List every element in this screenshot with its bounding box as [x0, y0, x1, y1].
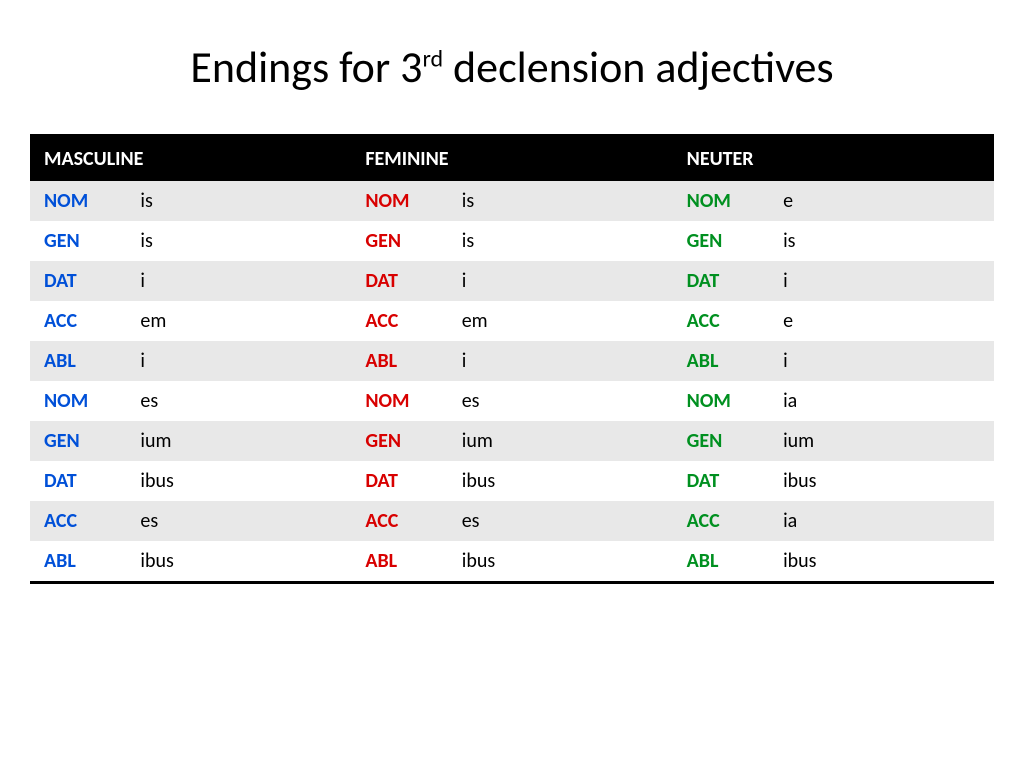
title-post: declension adjectives: [443, 40, 834, 94]
case-label: GEN: [351, 421, 447, 461]
ending-value: ium: [448, 421, 673, 461]
case-label: NOM: [30, 181, 126, 221]
case-label: NOM: [351, 181, 447, 221]
case-label: GEN: [673, 421, 769, 461]
table-row: NOMesNOMesNOMia: [30, 381, 994, 421]
case-label: DAT: [673, 461, 769, 501]
table-header-row: MASCULINE FEMININE NEUTER: [30, 137, 994, 181]
ending-value: is: [448, 181, 673, 221]
ending-value: ium: [126, 421, 351, 461]
case-label: GEN: [30, 421, 126, 461]
case-label: ABL: [351, 541, 447, 581]
table-row: GENisGENisGENis: [30, 221, 994, 261]
ending-value: i: [448, 341, 673, 381]
ending-value: em: [126, 301, 351, 341]
ending-value: is: [126, 221, 351, 261]
ending-value: is: [448, 221, 673, 261]
case-label: ACC: [30, 301, 126, 341]
case-label: NOM: [673, 381, 769, 421]
ending-value: ibus: [448, 461, 673, 501]
ending-value: ibus: [126, 541, 351, 581]
case-label: ACC: [351, 501, 447, 541]
case-label: DAT: [673, 261, 769, 301]
ending-value: is: [769, 221, 994, 261]
case-label: ACC: [351, 301, 447, 341]
ending-value: i: [126, 341, 351, 381]
table-row: NOMisNOMisNOMe: [30, 181, 994, 221]
table-row: DATibusDATibusDATibus: [30, 461, 994, 501]
case-label: GEN: [30, 221, 126, 261]
case-label: DAT: [30, 261, 126, 301]
ending-value: e: [769, 301, 994, 341]
title-sup: rd: [422, 44, 443, 73]
table-row: GENiumGENiumGENium: [30, 421, 994, 461]
ending-value: i: [769, 341, 994, 381]
case-label: ABL: [30, 341, 126, 381]
table-row: ABLiABLiABLi: [30, 341, 994, 381]
case-label: DAT: [351, 261, 447, 301]
ending-value: ibus: [448, 541, 673, 581]
ending-value: ibus: [769, 541, 994, 581]
page-title: Endings for 3rd declension adjectives: [30, 40, 994, 94]
case-label: DAT: [30, 461, 126, 501]
declension-table: MASCULINE FEMININE NEUTER NOMisNOMisNOMe…: [30, 134, 994, 584]
case-label: DAT: [351, 461, 447, 501]
ending-value: es: [126, 501, 351, 541]
case-label: ABL: [30, 541, 126, 581]
ending-value: i: [769, 261, 994, 301]
ending-value: e: [769, 181, 994, 221]
ending-value: ibus: [126, 461, 351, 501]
case-label: ACC: [30, 501, 126, 541]
case-label: ACC: [673, 501, 769, 541]
ending-value: ium: [769, 421, 994, 461]
case-label: ABL: [673, 341, 769, 381]
ending-value: em: [448, 301, 673, 341]
ending-value: is: [126, 181, 351, 221]
ending-value: ia: [769, 501, 994, 541]
col-neuter: NEUTER: [673, 137, 994, 181]
table-row: DATiDATiDATi: [30, 261, 994, 301]
ending-value: ibus: [769, 461, 994, 501]
ending-value: i: [126, 261, 351, 301]
case-label: ABL: [351, 341, 447, 381]
ending-value: es: [448, 381, 673, 421]
case-label: ABL: [673, 541, 769, 581]
case-label: ACC: [673, 301, 769, 341]
ending-value: i: [448, 261, 673, 301]
case-label: NOM: [30, 381, 126, 421]
case-label: GEN: [351, 221, 447, 261]
ending-value: es: [126, 381, 351, 421]
table-row: ABLibusABLibusABLibus: [30, 541, 994, 581]
col-feminine: FEMININE: [351, 137, 672, 181]
case-label: NOM: [673, 181, 769, 221]
table-row: ACCesACCesACCia: [30, 501, 994, 541]
ending-value: es: [448, 501, 673, 541]
col-masculine: MASCULINE: [30, 137, 351, 181]
ending-value: ia: [769, 381, 994, 421]
case-label: NOM: [351, 381, 447, 421]
case-label: GEN: [673, 221, 769, 261]
table-row: ACCemACCemACCe: [30, 301, 994, 341]
title-pre: Endings for 3: [190, 40, 422, 94]
